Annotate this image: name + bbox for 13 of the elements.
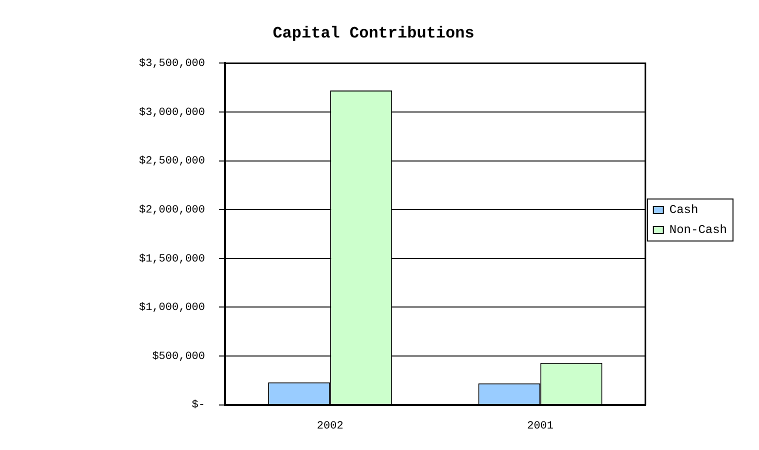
y-tick-label: $2,000,000 [138,204,205,217]
y-tick-label: $3,500,000 [138,58,205,70]
legend-label: Cash [669,203,698,218]
y-tick-label: $1,000,000 [138,302,205,314]
y-tick-label: $2,500,000 [138,156,205,168]
y-tick-label: $3,000,000 [138,106,205,119]
x-tick-label: 2001 [527,420,554,432]
y-tick-label: $500,000 [152,350,205,363]
y-tick-label: $1,500,000 [138,253,205,266]
legend-label: Non-Cash [669,223,727,238]
y-tick-label: $- [192,400,205,412]
chart-title: Capital Contributions [272,24,474,43]
x-tick-label: 2002 [316,420,344,432]
